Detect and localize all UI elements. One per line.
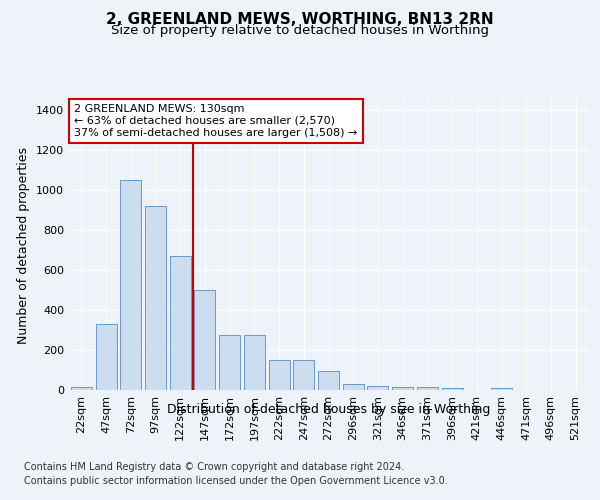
Text: Contains HM Land Registry data © Crown copyright and database right 2024.: Contains HM Land Registry data © Crown c… <box>24 462 404 472</box>
Bar <box>219 335 240 390</box>
Bar <box>318 371 339 390</box>
Bar <box>244 335 265 390</box>
Bar <box>293 360 314 390</box>
Bar <box>71 387 92 390</box>
Bar <box>367 386 388 390</box>
Bar <box>194 290 215 390</box>
Bar <box>95 324 116 390</box>
Text: 2, GREENLAND MEWS, WORTHING, BN13 2RN: 2, GREENLAND MEWS, WORTHING, BN13 2RN <box>106 12 494 28</box>
Y-axis label: Number of detached properties: Number of detached properties <box>17 146 31 344</box>
Bar <box>491 388 512 390</box>
Text: Contains public sector information licensed under the Open Government Licence v3: Contains public sector information licen… <box>24 476 448 486</box>
Bar <box>170 256 191 390</box>
Text: 2 GREENLAND MEWS: 130sqm
← 63% of detached houses are smaller (2,570)
37% of sem: 2 GREENLAND MEWS: 130sqm ← 63% of detach… <box>74 104 358 138</box>
Bar <box>145 206 166 390</box>
Text: Distribution of detached houses by size in Worthing: Distribution of detached houses by size … <box>167 402 490 415</box>
Text: Size of property relative to detached houses in Worthing: Size of property relative to detached ho… <box>111 24 489 37</box>
Bar <box>343 384 364 390</box>
Bar <box>442 388 463 390</box>
Bar <box>417 387 438 390</box>
Bar <box>120 180 141 390</box>
Bar <box>269 360 290 390</box>
Bar <box>392 387 413 390</box>
